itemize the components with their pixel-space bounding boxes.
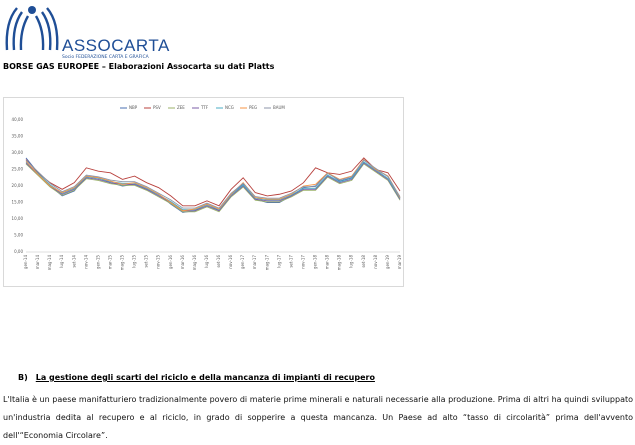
y-tick-label: 20,00 bbox=[12, 183, 24, 188]
legend-label: BAUM bbox=[273, 105, 285, 110]
x-tick-label: set-18 bbox=[361, 255, 366, 268]
heading-text: La gestione degli scarti del riciclo e d… bbox=[35, 373, 375, 382]
series-line bbox=[25, 161, 401, 211]
series-line bbox=[25, 157, 401, 207]
section-heading: B) La gestione degli scarti del riciclo e… bbox=[18, 373, 375, 382]
x-tick-label: mar-15 bbox=[107, 255, 112, 270]
logo bbox=[5, 6, 59, 51]
legend-label: PEG bbox=[249, 105, 257, 110]
x-tick-label: set-17 bbox=[288, 255, 293, 268]
x-tick-label: nov-18 bbox=[373, 255, 378, 269]
x-tick-label: set-15 bbox=[144, 255, 149, 268]
y-tick-label: 5,00 bbox=[14, 233, 23, 238]
x-tick-label: mar-19 bbox=[397, 255, 402, 270]
x-tick-label: mar-16 bbox=[180, 255, 185, 270]
x-tick-label: mag-17 bbox=[264, 255, 269, 271]
paragraph: L'Italia è un paese manifatturiero tradi… bbox=[3, 395, 633, 440]
x-tick-label: lug-14 bbox=[59, 255, 64, 268]
x-tick-label: gen-17 bbox=[240, 255, 245, 270]
legend-label: NBP bbox=[129, 105, 138, 110]
x-tick-label: gen-14 bbox=[23, 255, 28, 270]
doc-title: BORSE GAS EUROPEE – Elaborazioni Assocar… bbox=[3, 62, 275, 71]
x-tick-label: mar-14 bbox=[35, 255, 40, 270]
series-line bbox=[25, 157, 401, 213]
brand: ASSOCARTA bbox=[62, 36, 170, 55]
x-tick-label: gen-19 bbox=[385, 255, 390, 270]
y-tick-label: 30,00 bbox=[12, 150, 24, 155]
x-tick-label: lug-17 bbox=[276, 255, 281, 268]
y-tick-label: 10,00 bbox=[12, 216, 24, 221]
x-tick-label: nov-14 bbox=[83, 255, 88, 269]
x-tick-label: mar-18 bbox=[325, 255, 330, 270]
x-tick-label: lug-15 bbox=[132, 255, 137, 268]
chart: 0,00 5,00 10,00 15,00 20,00 25,00 30,00 35,00 40… bbox=[3, 97, 404, 287]
x-tick-label: gen-15 bbox=[95, 255, 100, 270]
legend-label: NCG bbox=[225, 105, 234, 110]
legend-label: TTF bbox=[200, 105, 209, 110]
legend-label: PSV bbox=[153, 105, 161, 110]
y-tick-label: 25,00 bbox=[12, 167, 24, 172]
heading-number: B) bbox=[18, 373, 28, 382]
x-tick-label: nov-16 bbox=[228, 255, 233, 269]
y-tick-label: 15,00 bbox=[12, 200, 24, 205]
series-line bbox=[25, 163, 401, 213]
x-tick-label: set-14 bbox=[71, 255, 76, 268]
legend-label: ZEE bbox=[177, 105, 185, 110]
x-tick-label: lug-18 bbox=[349, 255, 354, 268]
series-line bbox=[25, 159, 401, 209]
x-tick-label: gen-16 bbox=[168, 255, 173, 270]
x-tick-label: mag-14 bbox=[47, 255, 52, 271]
x-tick-label: mag-16 bbox=[192, 255, 197, 271]
tagline: Socio FEDERAZIONE CARTA E GRAFICA bbox=[62, 55, 149, 60]
x-tick-label: nov-15 bbox=[156, 255, 161, 269]
x-tick-label: lug-16 bbox=[204, 255, 209, 268]
x-tick-label: set-16 bbox=[216, 255, 221, 268]
x-tick-label: mag-18 bbox=[337, 255, 342, 271]
x-tick-label: mar-17 bbox=[252, 255, 257, 270]
x-tick-label: nov-17 bbox=[300, 255, 305, 269]
x-tick-label: gen-18 bbox=[313, 255, 318, 270]
y-tick-label: 40,00 bbox=[12, 117, 24, 122]
y-tick-label: 0,00 bbox=[14, 249, 23, 254]
series-line bbox=[25, 162, 401, 212]
x-tick-label: mag-15 bbox=[120, 255, 125, 271]
y-tick-label: 35,00 bbox=[12, 134, 24, 139]
series-line bbox=[25, 158, 401, 212]
